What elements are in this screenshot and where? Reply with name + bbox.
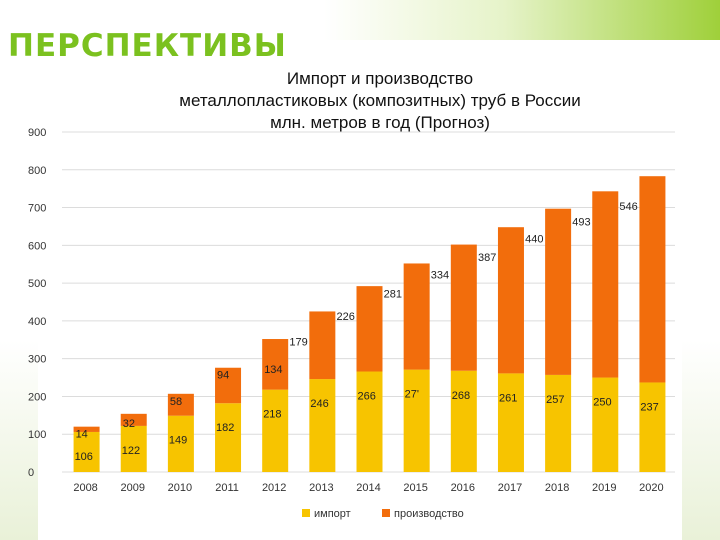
- data-label-production: 134: [264, 364, 282, 376]
- x-tick-label: 2015: [403, 482, 427, 494]
- left-decoration: [0, 340, 38, 540]
- bar-production: [450, 244, 477, 371]
- bar-import: [450, 370, 477, 472]
- y-tick-label: 200: [28, 391, 46, 403]
- x-tick-label: 2017: [498, 482, 522, 494]
- x-tick-label: 2009: [120, 482, 144, 494]
- chart-title-line-1: Импорт и производство: [286, 69, 474, 88]
- data-label-import: 27': [405, 389, 419, 401]
- data-label-production: 334: [431, 270, 449, 282]
- page-title: ПЕРСПЕКТИВЫ: [8, 28, 287, 64]
- x-tick-label: 2014: [356, 482, 380, 494]
- legend-swatch-import: [302, 509, 310, 517]
- chart-title: Импорт и производство металлопластиковых…: [100, 68, 660, 134]
- x-tick-label: 2018: [545, 482, 569, 494]
- y-tick-label: 0: [28, 467, 34, 479]
- data-label-import: 250: [593, 397, 611, 409]
- bar-import: [545, 374, 572, 472]
- y-tick-label: 800: [28, 165, 46, 177]
- data-label-import: 182: [216, 422, 234, 434]
- bar-import: [592, 377, 619, 472]
- y-tick-label: 600: [28, 240, 46, 252]
- data-label-production: 440: [525, 234, 543, 246]
- bar-import: [639, 382, 666, 472]
- data-label-production: 281: [384, 288, 402, 300]
- bar-production: [120, 413, 147, 426]
- data-label-production: 32: [123, 418, 135, 430]
- legend-label-import: импорт: [314, 508, 351, 520]
- y-tick-label: 500: [28, 278, 46, 290]
- bar-import: [309, 379, 336, 472]
- bar-production: [262, 339, 289, 390]
- header-band: [0, 0, 720, 40]
- x-tick-label: 2010: [168, 482, 192, 494]
- data-label-production: 179: [289, 336, 307, 348]
- bar-production: [639, 176, 666, 383]
- x-tick-label: 2016: [451, 482, 475, 494]
- data-label-import: 266: [358, 391, 376, 403]
- x-tick-label: 2008: [73, 482, 97, 494]
- bar-import: [403, 369, 430, 472]
- chart-title-line-2: металлопластиковых (композитных) труб в …: [179, 91, 581, 110]
- bar-production: [403, 263, 430, 370]
- data-label-import: 257: [546, 394, 564, 406]
- bar-production: [215, 367, 242, 404]
- right-decoration: [682, 340, 720, 540]
- y-tick-label: 700: [28, 203, 46, 215]
- y-tick-label: 400: [28, 316, 46, 328]
- data-label-production: 58: [170, 396, 182, 408]
- data-label-import: 268: [452, 390, 470, 402]
- bar-production: [167, 393, 194, 416]
- bar-production: [356, 286, 383, 372]
- bar-production: [497, 227, 524, 374]
- bar-production: [592, 191, 619, 378]
- y-tick-label: 900: [28, 127, 46, 139]
- bar-import: [120, 425, 147, 472]
- data-label-import: 261: [499, 392, 517, 404]
- legend-label-production: производство: [394, 508, 464, 520]
- data-label-import: 122: [122, 445, 140, 457]
- data-label-production: 546: [619, 201, 637, 213]
- y-tick-label: 100: [28, 429, 46, 441]
- chart-title-line-3: млн. метров в год (Прогноз): [270, 113, 490, 132]
- x-tick-label: 2013: [309, 482, 333, 494]
- legend-swatch-production: [382, 509, 390, 517]
- x-tick-label: 2020: [639, 482, 663, 494]
- bar-production: [309, 311, 336, 380]
- bar-production: [545, 208, 572, 375]
- x-tick-label: 2019: [592, 482, 616, 494]
- data-label-production: 493: [572, 216, 590, 228]
- data-label-import: 149: [169, 435, 187, 447]
- data-label-import: 237: [640, 401, 658, 413]
- y-tick-label: 300: [28, 354, 46, 366]
- data-label-import: 106: [75, 451, 93, 463]
- data-label-production: 387: [478, 252, 496, 264]
- bar-import: [262, 389, 289, 472]
- data-label-production: 226: [337, 311, 355, 323]
- x-tick-label: 2011: [215, 482, 239, 494]
- bar-import: [215, 403, 242, 472]
- bar-import: [356, 371, 383, 472]
- data-label-import: 218: [263, 409, 281, 421]
- data-label-import: 246: [310, 398, 328, 410]
- bar-import: [167, 415, 194, 472]
- bar-production: [73, 426, 100, 432]
- data-label-production: 14: [76, 429, 88, 441]
- data-label-production: 94: [217, 370, 229, 382]
- x-tick-label: 2012: [262, 482, 286, 494]
- bar-import: [497, 373, 524, 472]
- bar-import: [73, 431, 100, 472]
